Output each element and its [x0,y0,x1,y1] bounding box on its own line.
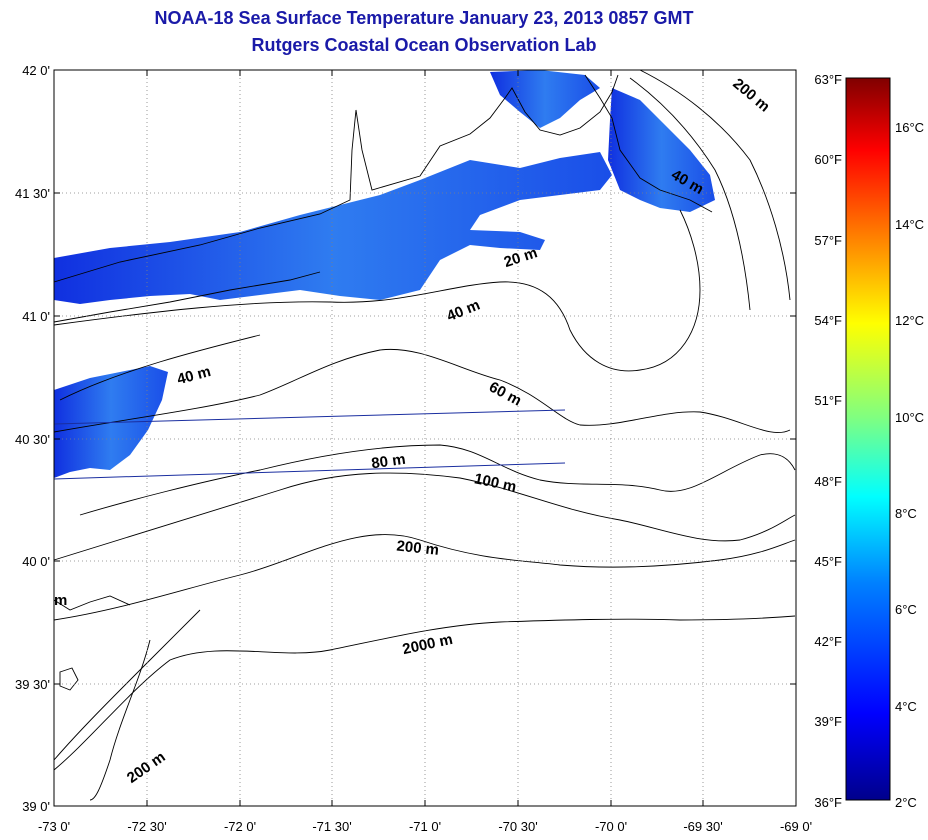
sst-patch-sound [54,152,612,304]
transect-line-north [53,409,566,425]
contour-60m [53,348,791,434]
lat-label: 39 0' [22,799,50,814]
contour-label-100m: 100 m [473,470,518,495]
glider-transects [53,409,566,480]
lat-label: 40 30' [15,432,50,447]
colorbar-f-label: 51°F [814,393,842,408]
contour-label-200m-south: 200 m [124,748,169,786]
lon-label: -72 30' [127,819,166,834]
colorbar-celsius-labels: 16°C 14°C 12°C 10°C 8°C 6°C 4°C 2°C [895,120,924,810]
sst-data-layer [54,70,715,478]
colorbar-c-label: 16°C [895,120,924,135]
lon-label: -70 0' [595,819,627,834]
map-subtitle: Rutgers Coastal Ocean Observation Lab [251,35,597,55]
colorbar-c-label: 14°C [895,217,924,232]
colorbar-c-label: 4°C [895,699,917,714]
sst-patch-shoals [608,88,715,212]
colorbar-f-label: 45°F [814,554,842,569]
contour-label-40m-shelf: 40 m [175,363,212,388]
lon-label: -71 30' [312,819,351,834]
colorbar-f-label: 60°F [814,152,842,167]
lon-label: -72 0' [224,819,256,834]
contour-label-40m-sound: 40 m [444,297,482,326]
colorbar-f-label: 39°F [814,714,842,729]
contour-40m-shelf [59,334,261,401]
contour-label-200m: 200 m [396,538,440,559]
contour-label-80m: 80 m [370,451,406,473]
colorbar-c-label: 8°C [895,506,917,521]
contour-label-200m-gom: 200 m [729,75,773,115]
colorbar-f-label: 54°F [814,313,842,328]
colorbar-c-label: 2°C [895,795,917,810]
map-title: NOAA-18 Sea Surface Temperature January … [154,8,694,28]
lon-label: -71 0' [409,819,441,834]
bathymetry-contours [53,69,796,801]
lat-labels: 42 0' 41 30' 41 0' 40 30' 40 0' 39 30' 3… [15,63,50,814]
contour-200m [53,534,796,621]
lon-labels: -73 0' -72 30' -72 0' -71 30' -71 0' -70… [38,819,812,834]
contour-200m-south [53,609,201,761]
contour-100m [53,472,796,561]
colorbar-f-label: 48°F [814,474,842,489]
contour-label-60m: 60 m [486,379,524,410]
lat-label: 42 0' [22,63,50,78]
colorbar-c-label: 10°C [895,410,924,425]
colorbar-f-label: 36°F [814,795,842,810]
lon-label: -70 30' [498,819,537,834]
lon-label: -73 0' [38,819,70,834]
axis-ticks [53,69,797,807]
coastline [53,74,713,691]
contour-gom-inner [629,77,751,311]
contour-80m [79,444,796,516]
contour-canyon [89,639,151,801]
colorbar-f-label: 42°F [814,634,842,649]
colorbar-c-label: 6°C [895,602,917,617]
colorbar-f-label: 63°F [814,72,842,87]
colorbar: 63°F 60°F 57°F 54°F 51°F 48°F 45°F 42°F … [814,72,924,810]
colorbar-f-label: 57°F [814,233,842,248]
contour-2000m [53,615,796,771]
lat-label: 39 30' [15,677,50,692]
lat-label: 40 0' [22,554,50,569]
contour-40m-north [53,209,701,372]
lon-label: -69 0' [780,819,812,834]
lon-label: -69 30' [683,819,722,834]
lat-label: 41 0' [22,309,50,324]
sst-patch-buzzards [490,70,600,128]
graticule [54,70,796,806]
contour-gom-200m [639,69,791,301]
contour-label-m-edge: m [54,592,67,609]
colorbar-fahrenheit-labels: 63°F 60°F 57°F 54°F 51°F 48°F 45°F 42°F … [814,72,842,810]
lat-label: 41 30' [15,186,50,201]
colorbar-gradient [845,77,891,801]
transect-line-south [53,462,566,480]
contour-label-2000m: 2000 m [401,631,454,658]
colorbar-c-label: 12°C [895,313,924,328]
